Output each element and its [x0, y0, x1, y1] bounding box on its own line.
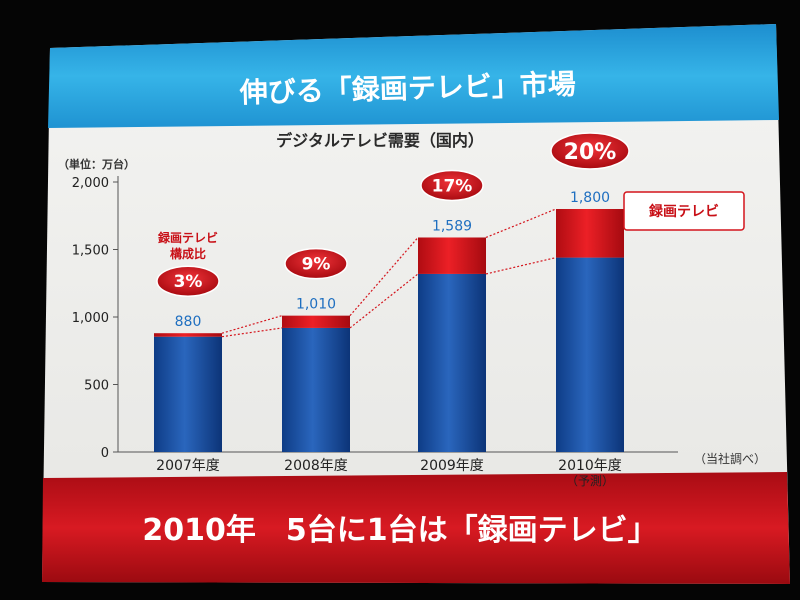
x-tick-label: 2007年度	[156, 458, 220, 474]
ratio-badge-label: 9%	[302, 255, 331, 275]
bar-segment-other	[282, 327, 350, 452]
chart: デジタルテレビ需要（国内） （単位：万台） （当社調べ） 0 500 1,000 1,…	[58, 131, 766, 488]
ratio-caption-line2: 構成比	[170, 246, 206, 261]
total-value-label: 1,800	[570, 190, 610, 206]
bar-segment-recording-tv	[418, 237, 486, 274]
ratio-caption-line1: 録画テレビ	[158, 230, 218, 245]
ratio-badge	[420, 169, 484, 202]
ratio-badge	[550, 132, 630, 170]
legend-box	[623, 191, 745, 231]
x-axis-labels: 2007年度 2008年度 2009年度 2010年度（予測）	[156, 458, 622, 488]
legend-label: 録画テレビ	[649, 203, 719, 220]
bar-segment-other	[154, 336, 222, 452]
connector-lines	[221, 208, 557, 338]
y-tick-label: 0	[101, 446, 109, 461]
header-band	[48, 24, 779, 128]
x-tick-label: 2008年度	[284, 458, 348, 474]
x-tick-label: 2010年度	[558, 458, 622, 474]
total-value-label: 1,589	[432, 218, 472, 234]
y-tick-label: 500	[84, 379, 109, 394]
y-tick-label: 1,500	[72, 244, 109, 259]
y-tick-label: 1,000	[72, 311, 109, 326]
bar-segment-recording-tv	[556, 209, 624, 258]
bar-segment-recording-tv	[154, 333, 222, 337]
connector-top	[349, 237, 419, 317]
ratio-badges: 3% 9% 17% 20%	[156, 132, 630, 297]
ratio-badge	[156, 265, 220, 297]
x-tick-sublabel: （予測）	[566, 474, 614, 488]
ratio-badge-label: 17%	[432, 176, 473, 196]
footer-text: 2010年 5台に1台は「録画テレビ」	[142, 513, 657, 548]
total-value-label: 1,010	[296, 297, 336, 313]
footer-band	[42, 472, 790, 584]
ratio-badge-label: 3%	[174, 272, 203, 292]
chart-title: デジタルテレビ需要（国内）	[276, 131, 484, 150]
connector-top	[221, 315, 283, 334]
connector-split	[349, 273, 419, 329]
source-note: （当社調べ）	[694, 451, 766, 466]
connector-top	[485, 208, 557, 239]
y-tick-label: 2,000	[72, 176, 109, 191]
bar-segment-recording-tv	[282, 315, 350, 328]
bars	[154, 209, 624, 452]
bar-segment-other	[556, 257, 624, 452]
unit-label: （単位：万台）	[58, 157, 135, 171]
bar-labels: 880 1,010 1,589 1,800	[175, 190, 610, 330]
ratio-badge-label: 20%	[564, 140, 617, 165]
ratio-badge	[284, 247, 348, 280]
bar-segment-other	[418, 273, 486, 452]
total-value-label: 880	[175, 314, 202, 330]
legend: 録画テレビ	[623, 191, 745, 231]
x-tick-label: 2009年度	[420, 458, 484, 474]
